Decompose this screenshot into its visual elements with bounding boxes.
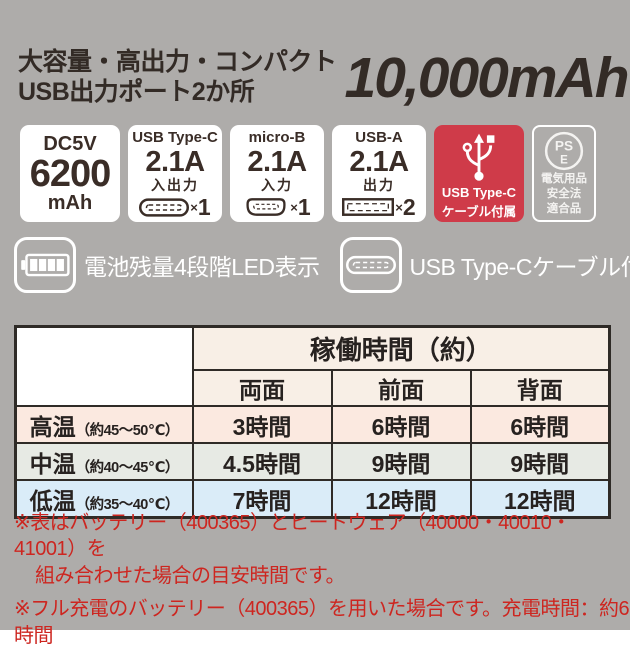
cell-value: 9時間 [330,442,472,481]
times-symbol: × [190,199,198,215]
note-2: ※フル充電のバッテリー（400365）を用いた場合です。充電時間：約6時間 [14,598,630,647]
badge-micro-b: micro-B 2.1A 入力 × 1 [230,125,324,222]
badge-usb-type-c: USB Type-C 2.1A 入出力 × 1 [128,125,222,222]
port-count: 1 [197,193,211,220]
footnotes: ※表はバッテリー（400365）とヒートウェア（40000・40010・4100… [14,510,630,649]
capacity-text: 10,000mAh [344,46,630,110]
badge-dc5v: DC5V 6200 mAh [20,125,120,222]
table-row-high-temp: 高温（約45～50℃） 3時間 6時間 6時間 [14,405,611,444]
dc-unit: mAh [47,191,93,214]
feature-battery-gauge: 電池残量4段階LED表示 [14,237,320,293]
times-symbol: × [395,199,403,215]
row-range: （約35～40℃） [75,496,180,513]
port-title: micro-B [248,129,306,147]
tagline: 大容量・高出力・コンパクト USB出力ポート2か所 [18,48,337,107]
row-range: （約45～50℃） [75,422,180,439]
cell-value: 4.5時間 [191,442,333,481]
port-amp: 2.1A [145,145,205,178]
pse-text-line2: 安全法 [546,188,582,201]
usb-a-connector-icon [342,198,395,217]
cell-value: 3時間 [191,405,333,444]
port-title: USB-A [355,129,403,147]
tagline-line1: 大容量・高出力・コンパクト [18,48,337,76]
usb-trident-icon [458,132,500,182]
cell-value: 6時間 [469,405,611,444]
row-label: 低温 [29,487,76,514]
row-range: （約40～45℃） [75,459,180,476]
column-header-both: 両面 [191,369,333,407]
table-title: 稼働時間（約） [191,325,611,371]
note-1-line1: ※表はバッテリー（400365）とヒートウェア（40000・40010・4100… [14,512,571,561]
tagline-line2: USB出力ポート2か所 [18,77,255,106]
note-1-line2: 組み合わせた場合の目安時間です。 [35,564,346,587]
pse-mark-top: PS [555,139,573,154]
port-title: USB Type-C [132,129,218,147]
cell-value: 7時間 [191,479,333,519]
usb-c-connector-icon [139,198,190,217]
runtime-table: 稼働時間（約） 両面 前面 背面 高温（約45～50℃） 3時間 6時間 6時間… [14,325,611,519]
port-io-label: 入力 [261,177,293,194]
feature-battery-label: 電池残量4段階LED表示 [84,254,320,280]
battery-level-icon [14,237,76,293]
note-1: ※表はバッテリー（400365）とヒートウェア（40000・40010・4100… [14,510,630,589]
port-amp: 2.1A [247,145,307,178]
pse-mark-bottom: E [560,155,568,167]
table-row-mid-temp: 中温（約40～45℃） 4.5時間 9時間 9時間 [14,442,611,481]
port-amp: 2.1A [349,145,409,178]
micro-b-connector-icon [243,197,289,217]
table-row-low-temp: 低温（約35～40℃） 7時間 12時間 12時間 [14,479,611,519]
dc-capacity: 6200 [29,152,112,195]
usb-c-connector-icon [339,237,402,293]
cell-value: 6時間 [330,405,472,444]
table-corner-cell [14,325,194,407]
header: 大容量・高出力・コンパクト USB出力ポート2か所 10,000mAh [18,48,630,107]
cable-badge-line1: USB Type-C [441,184,517,200]
badge-cable-included: USB Type-C ケーブル付属 [434,125,524,222]
column-header-front: 前面 [330,369,472,407]
cell-value: 12時間 [469,479,611,519]
row-label: 高温 [29,413,76,440]
port-count: 2 [402,193,416,220]
cell-value: 9時間 [469,442,611,481]
port-count: 1 [297,193,311,220]
row-label: 中温 [29,450,76,477]
times-symbol: × [290,199,298,215]
pse-text-line3: 適合品 [546,202,582,215]
cell-value: 12時間 [330,479,472,519]
dc-voltage: DC5V [43,132,97,155]
badge-pse: PS E 電気用品 安全法 適合品 [532,125,596,222]
port-io-label: 出力 [363,177,395,194]
column-header-back: 背面 [469,369,611,407]
pse-text-line1: 電気用品 [541,173,587,186]
cable-badge-line2: ケーブル付属 [441,204,517,219]
badge-usb-a: USB-A 2.1A 出力 × 2 [332,125,426,222]
port-io-label: 入出力 [151,177,199,194]
spec-badges-row: DC5V 6200 mAh USB Type-C 2.1A 入出力 × 1 mi… [20,125,596,222]
pse-mark-icon: PS E [543,130,585,172]
